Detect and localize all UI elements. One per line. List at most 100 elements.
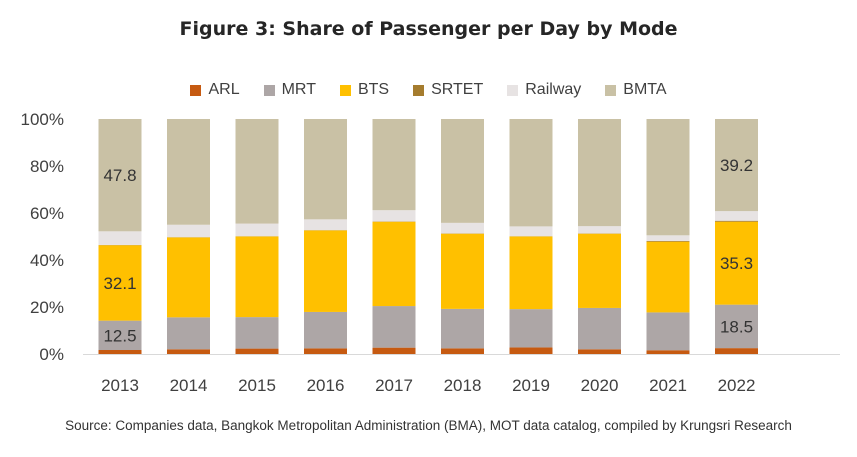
bar-2019-arl bbox=[509, 347, 553, 354]
bar-2018-mrt bbox=[441, 308, 484, 349]
bar-2015-mrt bbox=[235, 317, 279, 349]
bar-2014-bmta bbox=[167, 119, 210, 225]
bar-2022-bts bbox=[715, 221, 758, 305]
bar-2018-bmta bbox=[441, 119, 484, 223]
data-label-2013-bts: 32.1 bbox=[103, 274, 136, 293]
x-tick-label-2019: 2019 bbox=[512, 376, 550, 395]
x-tick-label-2018: 2018 bbox=[444, 376, 482, 395]
legend-label-bmta: BMTA bbox=[623, 81, 667, 98]
bar-2014-bts bbox=[167, 237, 210, 318]
data-label-2013-mrt: 12.5 bbox=[103, 326, 136, 345]
y-tick-label-2: 40% bbox=[30, 251, 64, 270]
bar-2013-bmta bbox=[98, 119, 142, 232]
y-tick-labels: 0% 20% 40% 60% 80% 100% bbox=[21, 110, 64, 364]
y-tick-label-0: 0% bbox=[39, 345, 64, 364]
bar-2013-arl bbox=[98, 350, 142, 354]
chart-title: Figure 3: Share of Passenger per Day by … bbox=[179, 18, 678, 40]
legend-swatch-arl bbox=[190, 84, 202, 96]
bar-2019-railway bbox=[509, 226, 553, 237]
y-tick-label-5: 100% bbox=[21, 110, 64, 129]
bar-2019-mrt bbox=[509, 309, 553, 348]
bar-2015-railway bbox=[235, 223, 279, 237]
bar-2022-arl bbox=[715, 348, 758, 355]
bar-2019-bmta bbox=[509, 119, 553, 227]
legend-swatch-srtet bbox=[413, 84, 425, 96]
legend-swatch-bts bbox=[339, 84, 351, 96]
bar-2022-srtet bbox=[715, 220, 758, 222]
bar-2021-bmta bbox=[646, 119, 690, 236]
x-tick-label-2016: 2016 bbox=[307, 376, 345, 395]
y-tick-label-3: 60% bbox=[30, 204, 64, 223]
bar-2017-bmta bbox=[372, 119, 416, 211]
legend-item-arl: ARL bbox=[190, 81, 240, 99]
data-label-2022-bts: 35.3 bbox=[720, 254, 753, 273]
chart-legend: ARL MRT BTS SRTET Railway BMTA bbox=[0, 81, 857, 99]
bar-2021-railway bbox=[646, 235, 690, 241]
bars-group bbox=[98, 119, 758, 355]
x-tick-label-2017: 2017 bbox=[375, 376, 413, 395]
legend-swatch-mrt bbox=[263, 84, 275, 96]
bar-2017-bts bbox=[372, 221, 416, 307]
bar-2021-bts bbox=[646, 241, 690, 313]
x-tick-label-2022: 2022 bbox=[718, 376, 756, 395]
bar-2015-arl bbox=[235, 348, 279, 354]
bar-2017-arl bbox=[372, 347, 416, 354]
x-tick-label-2014: 2014 bbox=[170, 376, 208, 395]
bar-2021-arl bbox=[646, 350, 690, 354]
bar-2018-bts bbox=[441, 233, 484, 309]
legend-swatch-bmta bbox=[605, 84, 617, 96]
legend-label-mrt: MRT bbox=[281, 81, 316, 98]
bar-2014-mrt bbox=[167, 317, 210, 350]
bar-2013-bts bbox=[98, 245, 142, 321]
bar-2020-mrt bbox=[578, 307, 621, 350]
x-tick-label-2013: 2013 bbox=[101, 376, 139, 395]
bar-2021-mrt bbox=[646, 312, 690, 351]
bar-2017-railway bbox=[372, 210, 416, 222]
bar-2015-bmta bbox=[235, 119, 279, 224]
bar-2015-bts bbox=[235, 236, 279, 318]
bar-2017-mrt bbox=[372, 306, 416, 348]
bar-2020-bts bbox=[578, 233, 621, 308]
bar-2013-mrt bbox=[98, 320, 142, 351]
bar-2020-bmta bbox=[578, 119, 621, 227]
legend-label-railway: Railway bbox=[525, 81, 582, 98]
x-tick-label-2020: 2020 bbox=[581, 376, 619, 395]
legend-label-srtet: SRTET bbox=[431, 81, 484, 98]
legend-label-bts: BTS bbox=[357, 81, 390, 98]
bar-2018-arl bbox=[441, 348, 484, 354]
data-label-2013-bmta: 47.8 bbox=[103, 166, 136, 185]
bar-2018-railway bbox=[441, 222, 484, 234]
y-tick-label-1: 20% bbox=[30, 298, 64, 317]
bar-2022-mrt bbox=[715, 304, 758, 349]
x-tick-labels: 2013 2014 2015 2016 2017 2018 2019 2020 2021 2022 bbox=[101, 376, 755, 395]
bar-2014-arl bbox=[167, 349, 210, 354]
bar-2022-railway bbox=[715, 211, 758, 221]
bar-2019-bts bbox=[509, 236, 553, 310]
bar-2021-srtet bbox=[646, 240, 690, 242]
source-note: Source: Companies data, Bangkok Metropol… bbox=[65, 418, 792, 433]
bar-2013-railway bbox=[98, 231, 142, 245]
legend-item-bmta: BMTA bbox=[605, 81, 667, 99]
bar-2022-bmta bbox=[715, 119, 758, 212]
bar-2014-railway bbox=[167, 224, 210, 238]
legend-item-mrt: MRT bbox=[263, 81, 316, 99]
legend-item-bts: BTS bbox=[339, 81, 390, 99]
bar-2020-railway bbox=[578, 226, 621, 234]
legend-label-arl: ARL bbox=[208, 81, 240, 98]
legend-swatch-railway bbox=[507, 84, 519, 96]
bar-2020-arl bbox=[578, 349, 621, 354]
stacked-bar-plot: 0%20%40%60%80%100% 2013 2014 2015 2016 2017 2… bbox=[21, 110, 840, 395]
legend-item-srtet: SRTET bbox=[413, 81, 483, 99]
x-tick-label-2021: 2021 bbox=[649, 376, 687, 395]
legend-item-railway: Railway bbox=[507, 81, 581, 99]
data-labels: 47.8 32.1 12.5 39.2 35.3 18.5 bbox=[103, 156, 753, 345]
data-label-2022-mrt: 18.5 bbox=[720, 317, 753, 336]
bar-2016-railway bbox=[304, 219, 347, 231]
y-tick-label-4: 80% bbox=[30, 157, 64, 176]
bar-2016-bts bbox=[304, 230, 347, 312]
bar-2016-bmta bbox=[304, 119, 347, 220]
bar-2016-mrt bbox=[304, 311, 347, 349]
bar-2016-arl bbox=[304, 348, 347, 354]
data-label-2022-bmta: 39.2 bbox=[720, 156, 753, 175]
x-tick-label-2015: 2015 bbox=[238, 376, 276, 395]
